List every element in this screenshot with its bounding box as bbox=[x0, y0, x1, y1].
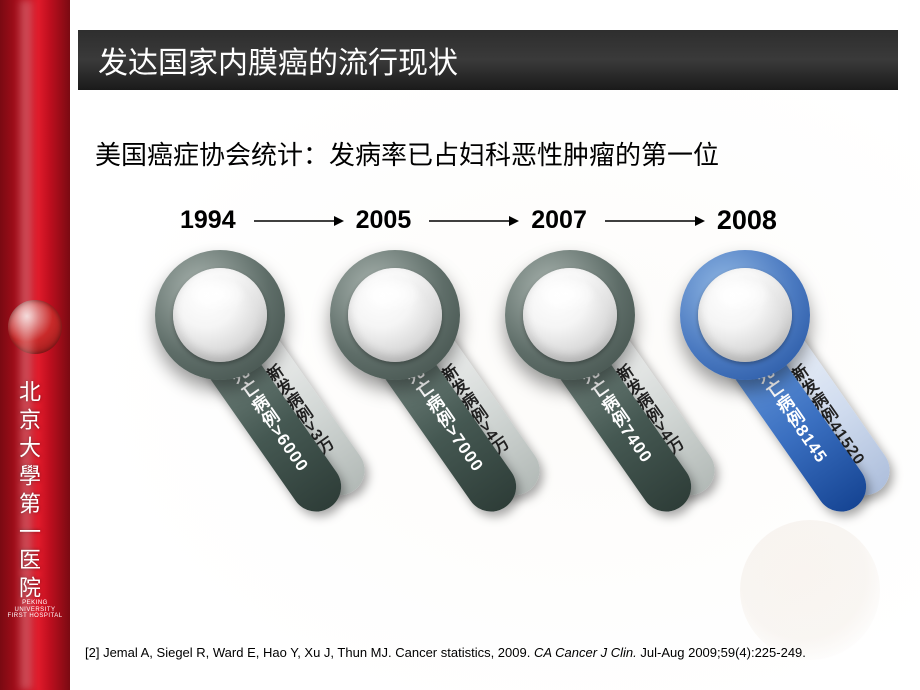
slide-title: 发达国家内膜癌的流行现状 bbox=[98, 38, 458, 82]
title-bar: 发达国家内膜癌的流行现状 bbox=[78, 30, 898, 90]
citation-journal: CA Cancer J Clin. bbox=[534, 645, 637, 660]
medallion-inner-icon bbox=[348, 268, 442, 362]
year-label: 2007 bbox=[531, 206, 587, 235]
timeline-medallion: 新发病例>3万 死亡病例>6000 bbox=[130, 250, 330, 550]
timeline-medallion: 新发病例41520 死亡病例8145 bbox=[655, 250, 855, 550]
citation: [2] Jemal A, Siegel R, Ward E, Hao Y, Xu… bbox=[85, 645, 895, 660]
year-label: 1994 bbox=[180, 206, 236, 235]
citation-prefix: [2] Jemal A, Siegel R, Ward E, Hao Y, Xu… bbox=[85, 645, 534, 660]
arrow-icon bbox=[429, 214, 519, 228]
year-label: 2008 bbox=[717, 205, 777, 236]
hospital-name: 北京大學第一医院 bbox=[12, 380, 44, 604]
hospital-emblem-icon bbox=[8, 300, 62, 354]
medallion-inner-icon bbox=[173, 268, 267, 362]
timeline-row: 1994 2005 2007 2008 bbox=[180, 205, 880, 236]
slide-subtitle: 美国癌症协会统计：发病率已占妇科恶性肿瘤的第一位 bbox=[95, 135, 719, 172]
sidebar-band: 北京大學第一医院 PEKING UNIVERSITY FIRST HOSPITA… bbox=[0, 0, 70, 690]
arrow-icon bbox=[254, 214, 344, 228]
medallion-inner-icon bbox=[523, 268, 617, 362]
medallion-inner-icon bbox=[698, 268, 792, 362]
timeline-medallion: 新发病例>4万 死亡病例7400 bbox=[480, 250, 680, 550]
arrow-icon bbox=[605, 214, 705, 228]
hospital-sub: PEKING UNIVERSITY FIRST HOSPITAL bbox=[4, 600, 66, 620]
timeline-medallion: 新发病例>4万 死亡病例>7000 bbox=[305, 250, 505, 550]
year-label: 2005 bbox=[356, 206, 412, 235]
citation-suffix: Jul-Aug 2009;59(4):225-249. bbox=[637, 645, 806, 660]
